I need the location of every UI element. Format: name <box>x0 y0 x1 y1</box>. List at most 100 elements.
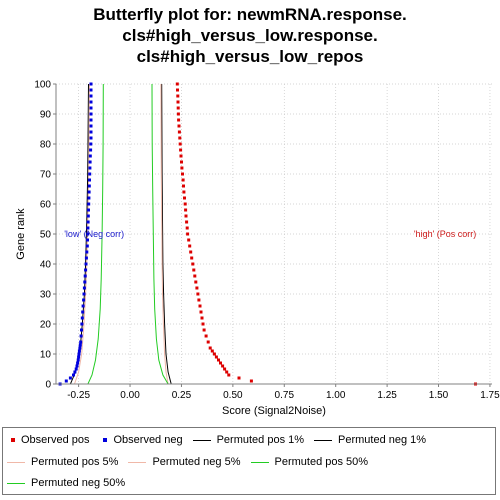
point-observed-neg <box>88 160 92 164</box>
y-tick-label: 50 <box>40 230 52 241</box>
point-observed-neg <box>87 190 91 194</box>
legend-label-permuted-neg-50: Permuted neg 50% <box>31 477 126 489</box>
y-tick-label: 20 <box>40 320 52 331</box>
legend-marker-observed-pos <box>11 438 15 442</box>
point-observed-neg <box>86 214 90 218</box>
point-observed-pos <box>176 94 180 98</box>
legend-item-permuted-pos-5: Permuted pos 5% <box>7 456 118 468</box>
point-observed-neg <box>89 112 93 116</box>
high-pos-corr-label: 'high' (Pos corr) <box>414 229 476 239</box>
point-observed-pos <box>199 310 203 314</box>
point-observed-neg <box>88 178 91 182</box>
point-observed-pos <box>201 322 205 326</box>
point-observed-neg <box>89 88 93 92</box>
legend-marker-permuted-neg-5 <box>128 461 147 463</box>
x-tick-label: 0.75 <box>275 390 295 401</box>
legend-item-permuted-neg-1: Permuted neg 1% <box>314 434 426 446</box>
point-observed-pos <box>186 232 190 236</box>
legend-marker-permuted-neg-1 <box>314 439 333 441</box>
point-observed-pos <box>194 280 198 284</box>
x-axis-label: Score (Signal2Noise) <box>222 405 326 417</box>
point-observed-pos <box>190 256 194 260</box>
point-observed-pos <box>200 316 204 320</box>
point-observed-pos <box>198 304 202 308</box>
point-observed-pos <box>187 238 191 242</box>
point-observed-pos <box>195 286 199 290</box>
point-observed-pos <box>176 112 180 116</box>
x-tick-label: 0.25 <box>172 390 192 401</box>
point-observed-pos <box>212 352 216 356</box>
x-tick-label: 0.50 <box>223 390 243 401</box>
legend-item-observed-pos: Observed pos <box>7 434 89 446</box>
point-observed-neg <box>82 298 86 302</box>
legend-label-permuted-pos-5: Permuted pos 5% <box>31 456 119 468</box>
y-axis-ticks: 0 10 20 30 40 50 60 70 80 90 100 <box>34 80 56 391</box>
point-observed-pos <box>188 244 192 248</box>
point-observed-pos <box>196 292 200 296</box>
point-observed-pos <box>177 118 181 122</box>
point-observed-neg <box>84 262 88 266</box>
series-line-permuted-neg-50 <box>87 83 104 385</box>
legend: Observed pos Observed neg Permuted pos 1… <box>2 427 496 495</box>
point-observed-neg <box>89 106 93 110</box>
y-tick-label: 10 <box>40 350 52 361</box>
legend-label-permuted-neg-5: Permuted neg 5% <box>152 456 241 468</box>
point-observed-pos <box>181 178 185 182</box>
permuted-lines <box>69 83 172 385</box>
point-observed-pos <box>185 220 189 224</box>
point-observed-pos <box>179 154 183 158</box>
x-axis-ticks: -0.25 0.00 0.25 0.50 0.75 1.00 1.25 1.50 1.75 <box>67 384 500 401</box>
legend-marker-permuted-pos-5 <box>7 461 25 463</box>
point-observed-pos <box>221 364 225 368</box>
point-observed-pos <box>185 226 189 230</box>
legend-marker-permuted-pos-1 <box>192 439 211 441</box>
point-observed-pos <box>180 166 184 170</box>
legend-item-permuted-pos-50: Permuted pos 50% <box>250 456 368 468</box>
point-observed-pos <box>183 202 187 206</box>
point-observed-neg <box>84 256 88 260</box>
point-observed-neg <box>85 250 89 254</box>
legend-item-observed-neg: Observed neg <box>99 434 183 446</box>
y-tick-label: 60 <box>40 200 52 211</box>
point-observed-neg <box>86 232 90 236</box>
point-observed-neg <box>83 280 87 284</box>
point-observed-neg <box>89 130 93 134</box>
point-observed-pos <box>180 160 183 164</box>
point-observed-pos <box>217 358 220 362</box>
point-observed-neg <box>77 349 81 353</box>
point-observed-neg <box>88 172 92 176</box>
legend-row-2: Permuted pos 5% Permuted neg 5% Permuted… <box>7 453 378 471</box>
point-observed-neg <box>89 142 93 146</box>
point-observed-neg <box>82 292 86 296</box>
point-observed-neg <box>80 322 84 326</box>
point-observed-pos <box>184 214 188 218</box>
point-observed-neg <box>89 148 93 152</box>
point-observed-pos <box>178 142 182 146</box>
legend-label-permuted-pos-1: Permuted pos 1% <box>216 434 305 446</box>
x-tick-label: 1.75 <box>480 390 500 401</box>
point-observed-pos <box>227 373 231 377</box>
point-observed-neg <box>80 316 84 320</box>
y-tick-label: 0 <box>45 380 51 391</box>
point-observed-neg <box>75 364 79 368</box>
y-axis-label: Gene rank <box>15 208 27 260</box>
legend-marker-permuted-pos-50 <box>250 461 269 463</box>
point-observed-neg <box>88 154 92 158</box>
point-observed-pos <box>179 148 183 152</box>
legend-label-observed-neg: Observed neg <box>113 434 183 446</box>
point-observed-neg <box>88 166 92 170</box>
grid <box>56 83 492 385</box>
point-observed-neg <box>78 343 82 347</box>
point-observed-neg <box>78 346 82 350</box>
point-observed-neg <box>76 361 80 365</box>
point-observed-pos <box>193 274 197 278</box>
x-tick-label: 1.50 <box>429 390 449 401</box>
point-observed-neg <box>80 328 83 332</box>
point-observed-neg <box>89 82 93 86</box>
point-observed-pos <box>191 262 195 266</box>
point-observed-pos <box>176 88 179 92</box>
chart-title: Butterfly plot for: newmRNA.response. cl… <box>0 4 500 67</box>
y-tick-label: 80 <box>40 140 52 151</box>
point-observed-neg <box>87 196 91 200</box>
point-observed-pos <box>208 346 212 350</box>
